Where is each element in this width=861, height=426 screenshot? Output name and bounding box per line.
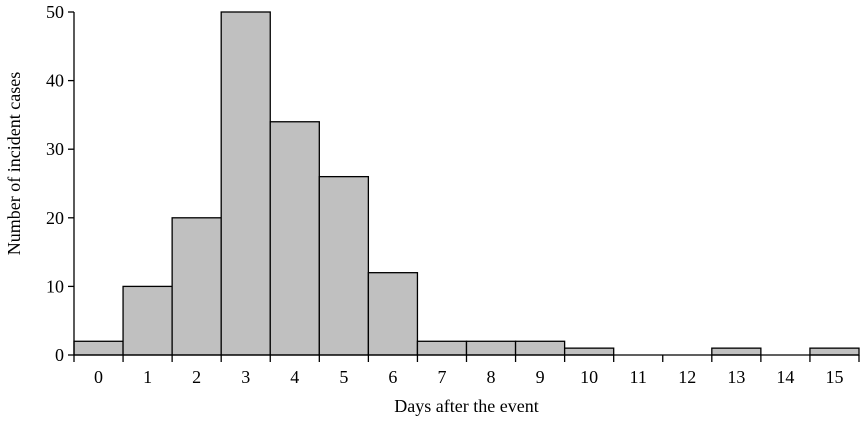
bars-layer (73, 11, 860, 356)
bar-day-15 (809, 347, 860, 356)
x-tick-label-13: 13 (727, 367, 745, 387)
bar-day-9 (514, 340, 566, 356)
bar-day-5 (318, 175, 370, 356)
x-tick-label-3: 3 (241, 367, 250, 387)
x-axis-label: Days after the event (394, 396, 538, 416)
x-tick-label-11: 11 (630, 367, 647, 387)
bar-day-4 (269, 121, 320, 356)
y-tick-label-20: 20 (46, 208, 64, 228)
x-tick-label-6: 6 (388, 367, 397, 387)
bar-day-1 (122, 285, 173, 356)
y-ticks: 0 10 20 30 40 50 (46, 2, 74, 365)
x-tick-label-4: 4 (290, 367, 299, 387)
x-tick-label-1: 1 (143, 367, 152, 387)
bar-day-0 (73, 340, 124, 356)
bar-day-10 (563, 347, 615, 356)
x-tick-label-12: 12 (678, 367, 696, 387)
bar-day-2 (171, 217, 222, 356)
x-tick-label-9: 9 (536, 367, 545, 387)
x-tick-label-8: 8 (487, 367, 496, 387)
bar-day-6 (367, 272, 419, 356)
x-tick-label-0: 0 (94, 367, 103, 387)
bar-day-3 (220, 11, 271, 356)
y-tick-label-0: 0 (55, 345, 64, 365)
bar-day-7 (416, 340, 468, 356)
x-tick-label-7: 7 (437, 367, 446, 387)
y-tick-label-30: 30 (46, 139, 64, 159)
x-tick-label-5: 5 (339, 367, 348, 387)
bar-day-13 (711, 347, 762, 356)
x-tick-label-10: 10 (580, 367, 598, 387)
x-tick-label-14: 14 (776, 367, 794, 387)
x-tick-label-15: 15 (825, 367, 843, 387)
x-tick-label-2: 2 (192, 367, 201, 387)
bar-day-8 (465, 340, 517, 356)
x-ticks: 0 1 2 3 4 5 6 7 8 9 10 11 12 13 14 15 (73, 355, 860, 387)
y-tick-label-10: 10 (46, 276, 64, 296)
y-tick-label-40: 40 (46, 71, 64, 91)
y-axis-label: Number of incident cases (4, 72, 24, 255)
y-tick-label-50: 50 (46, 2, 64, 22)
